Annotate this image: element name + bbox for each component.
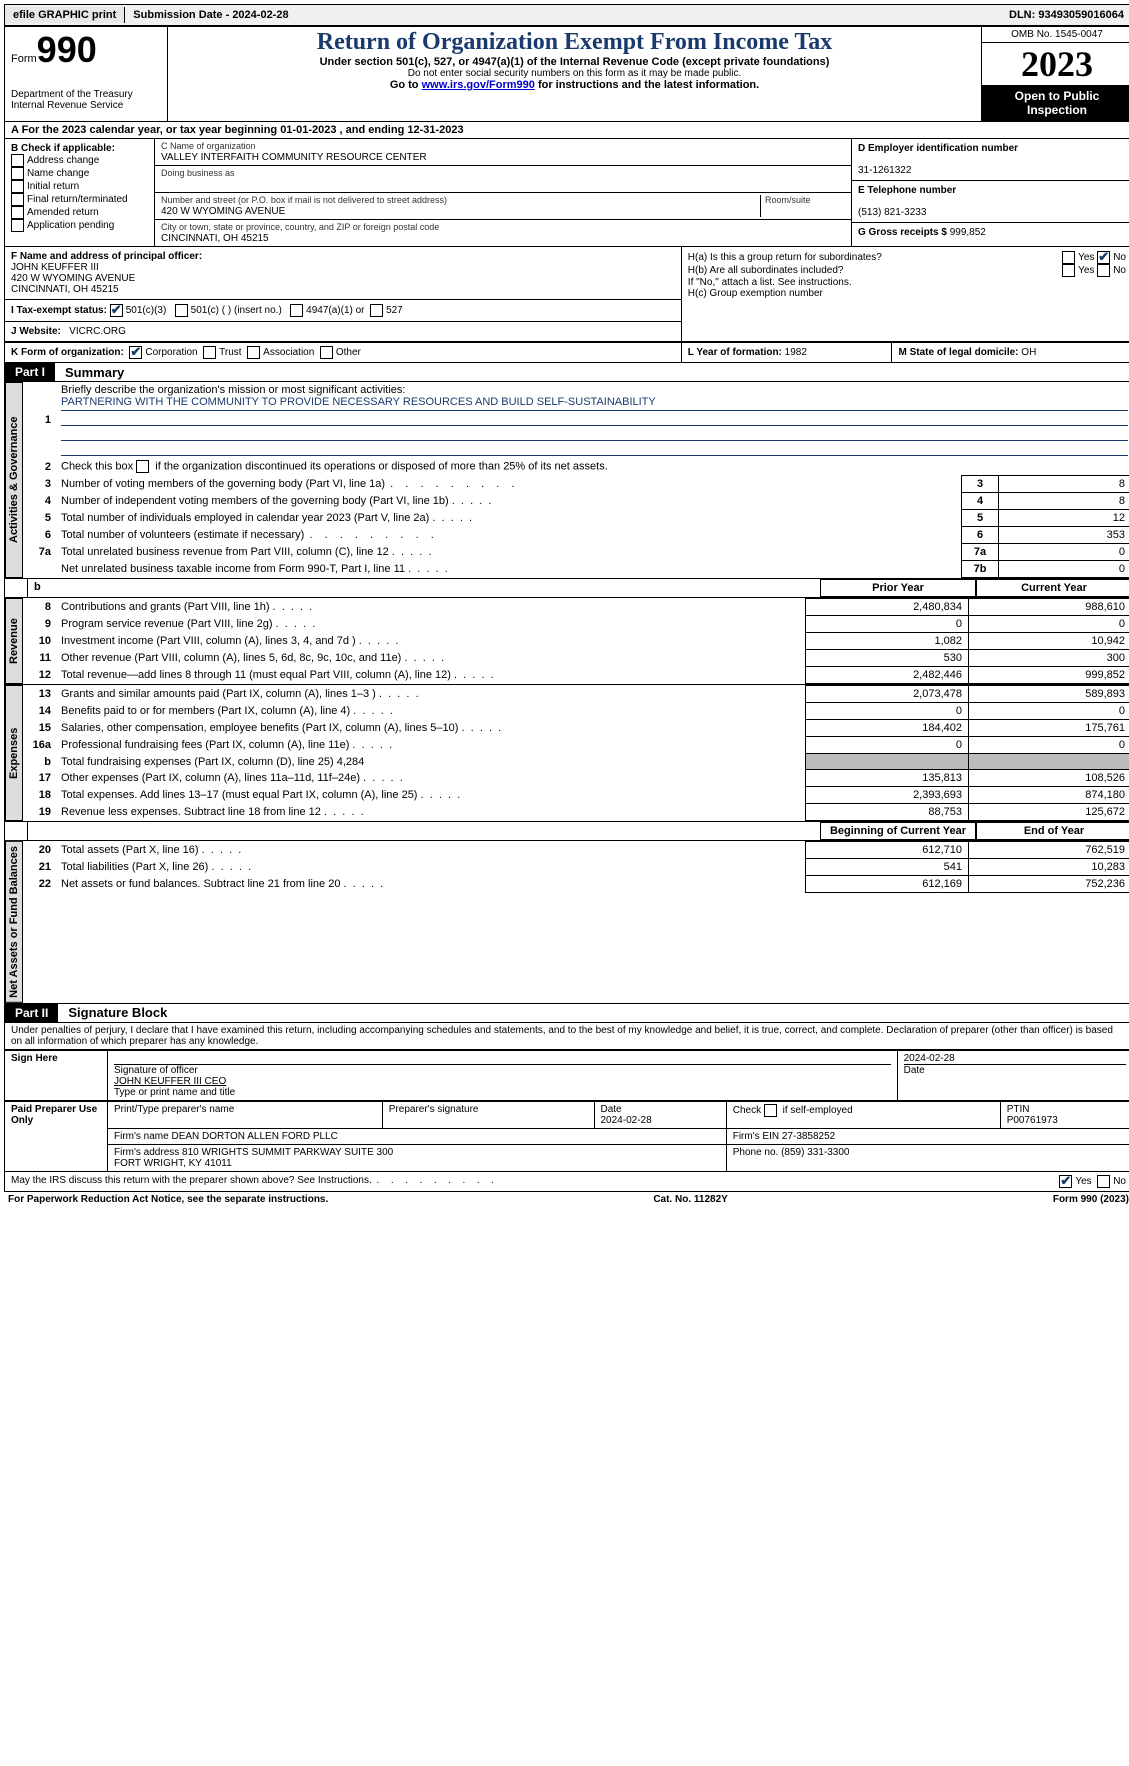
prior-year-hdr: Prior Year (820, 579, 976, 597)
ha-no[interactable] (1097, 251, 1110, 264)
table-row: 15Salaries, other compensation, employee… (23, 720, 1129, 737)
row-k: K Form of organization: Corporation Trus… (5, 343, 682, 363)
form-id-cell: Form990 Department of the Treasury Inter… (5, 27, 168, 122)
eoy-hdr: End of Year (976, 822, 1129, 840)
title-cell: Return of Organization Exempt From Incom… (168, 27, 982, 122)
box-b: B Check if applicable: Address change Na… (5, 139, 155, 247)
table-row: 16aProfessional fundraising fees (Part I… (23, 737, 1129, 754)
mission-text: PARTNERING WITH THE COMMUNITY TO PROVIDE… (61, 396, 1128, 411)
table-row: bTotal fundraising expenses (Part IX, co… (23, 754, 1129, 770)
irs-link[interactable]: www.irs.gov/Form990 (422, 79, 535, 91)
table-row: 18Total expenses. Add lines 13–17 (must … (23, 787, 1129, 804)
form-title: Return of Organization Exempt From Incom… (174, 29, 975, 56)
527-checkbox[interactable] (370, 304, 383, 317)
paid-preparer: Paid Preparer Use Only (5, 1101, 108, 1171)
vtab-governance: Activities & Governance (5, 382, 23, 578)
vtab-expenses: Expenses (5, 685, 23, 821)
box-d: D Employer identification number31-12613… (852, 139, 1129, 247)
hb-no[interactable] (1097, 264, 1110, 277)
table-row: 21Total liabilities (Part X, line 26)541… (23, 859, 1129, 876)
footer: For Paperwork Reduction Act Notice, see … (4, 1192, 1129, 1207)
row-j: J Website: VICRC.ORG (5, 322, 682, 342)
amended-checkbox[interactable] (11, 206, 24, 219)
declaration: Under penalties of perjury, I declare th… (4, 1023, 1129, 1050)
part1-tag: Part I (5, 363, 55, 381)
table-row: 19Revenue less expenses. Subtract line 1… (23, 804, 1129, 821)
table-row: 14Benefits paid to or for members (Part … (23, 703, 1129, 720)
current-year-hdr: Current Year (976, 579, 1129, 597)
row-l: L Year of formation: 1982 (681, 343, 892, 363)
vtab-netassets: Net Assets or Fund Balances (5, 841, 23, 1003)
efile-print-button[interactable]: efile GRAPHIC print (5, 7, 125, 23)
discontinued-checkbox[interactable] (136, 460, 149, 473)
name-change-checkbox[interactable] (11, 167, 24, 180)
discuss-row: May the IRS discuss this return with the… (4, 1172, 1129, 1192)
app-pending-checkbox[interactable] (11, 219, 24, 232)
4947-checkbox[interactable] (290, 304, 303, 317)
section-a: A For the 2023 calendar year, or tax yea… (4, 122, 1129, 139)
table-row: 12Total revenue—add lines 8 through 11 (… (23, 667, 1129, 684)
final-return-checkbox[interactable] (11, 193, 24, 206)
submission-date: Submission Date - 2024-02-28 (125, 7, 296, 23)
dln: DLN: 93493059016064 (1001, 7, 1129, 23)
assoc-checkbox[interactable] (247, 346, 260, 359)
table-row: 22Net assets or fund balances. Subtract … (23, 876, 1129, 893)
corp-checkbox[interactable] (129, 346, 142, 359)
part2-title: Signature Block (58, 1005, 167, 1020)
table-row: 10Investment income (Part VIII, column (… (23, 633, 1129, 650)
table-row: 20Total assets (Part X, line 16)612,7107… (23, 842, 1129, 859)
other-checkbox[interactable] (320, 346, 333, 359)
year-cell: OMB No. 1545-0047 2023 Open to Public In… (982, 27, 1129, 122)
501c3-checkbox[interactable] (110, 304, 123, 317)
table-row: 8Contributions and grants (Part VIII, li… (23, 599, 1129, 616)
discuss-yes[interactable] (1059, 1175, 1072, 1188)
discuss-no[interactable] (1097, 1175, 1110, 1188)
part2-tag: Part II (5, 1004, 58, 1022)
box-f: F Name and address of principal officer:… (5, 247, 682, 300)
table-row: 13Grants and similar amounts paid (Part … (23, 686, 1129, 703)
table-row: 9Program service revenue (Part VIII, lin… (23, 616, 1129, 633)
hb-yes[interactable] (1062, 264, 1075, 277)
row-m: M State of legal domicile: OH (892, 343, 1129, 363)
part1-title: Summary (55, 365, 124, 380)
self-employed-checkbox[interactable] (764, 1104, 777, 1117)
trust-checkbox[interactable] (203, 346, 216, 359)
box-c: C Name of organizationVALLEY INTERFAITH … (155, 139, 852, 247)
table-row: 17Other expenses (Part IX, column (A), l… (23, 770, 1129, 787)
501c-checkbox[interactable] (175, 304, 188, 317)
initial-return-checkbox[interactable] (11, 180, 24, 193)
top-bar: efile GRAPHIC print Submission Date - 20… (4, 4, 1129, 26)
boy-hdr: Beginning of Current Year (820, 822, 976, 840)
ha-yes[interactable] (1062, 251, 1075, 264)
box-h: H(a) Is this a group return for subordin… (681, 247, 1129, 342)
table-row: 11Other revenue (Part VIII, column (A), … (23, 650, 1129, 667)
sign-here: Sign Here (5, 1050, 108, 1100)
addr-change-checkbox[interactable] (11, 154, 24, 167)
vtab-revenue: Revenue (5, 598, 23, 684)
row-i: I Tax-exempt status: 501(c)(3) 501(c) ( … (5, 300, 682, 322)
